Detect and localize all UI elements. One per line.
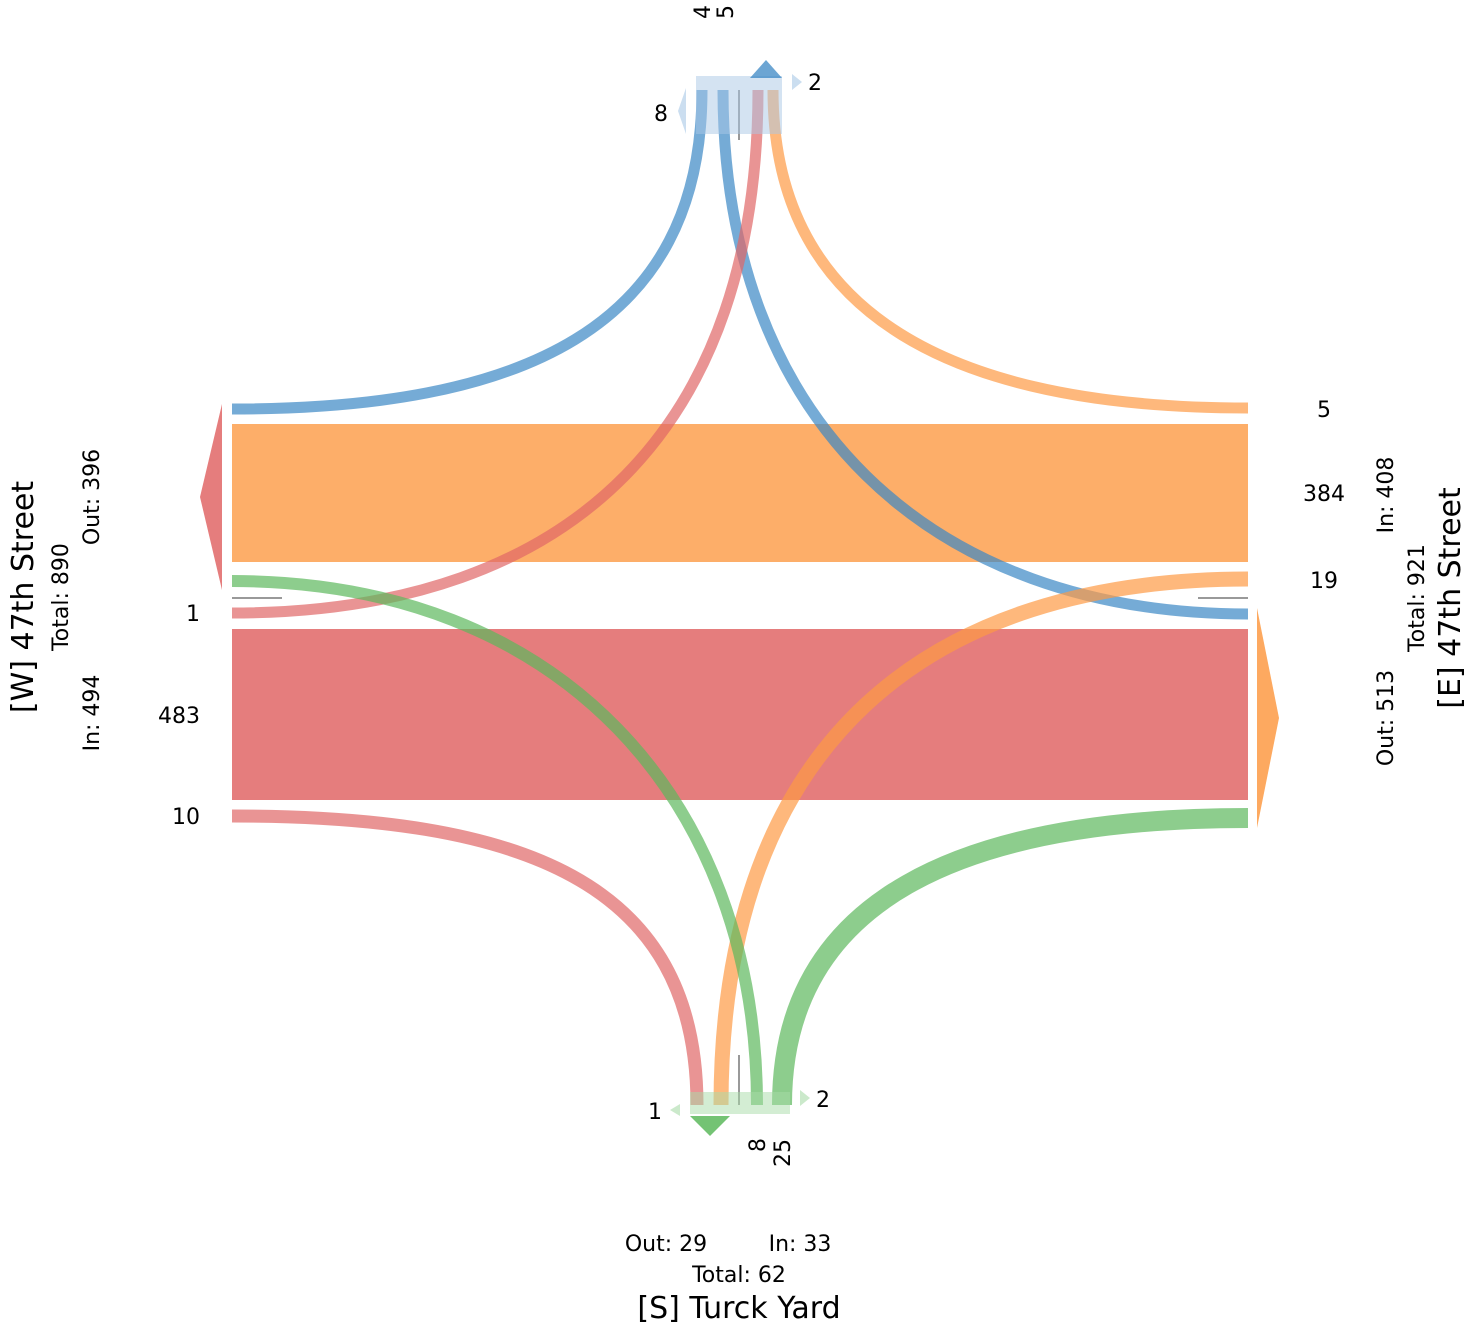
east-through-count: 384	[1303, 482, 1345, 507]
south-in: In: 33	[769, 1232, 832, 1257]
south-approach-band	[690, 1092, 790, 1114]
north-uturn-left-count: 8	[654, 102, 668, 127]
west-total: Total: 890	[49, 543, 74, 652]
east-through-band	[232, 424, 1248, 562]
flow-south-to-east	[772, 808, 1249, 1106]
flow-north-to-west	[231, 89, 708, 415]
flow-west-to-south	[231, 809, 704, 1106]
east-right-count: 19	[1310, 569, 1338, 594]
east-out: Out: 513	[1374, 670, 1399, 766]
south-leg-name: [S] Turck Yard	[637, 1291, 840, 1326]
south-out: Out: 29	[625, 1232, 707, 1257]
flow-east-to-south	[713, 571, 1249, 1106]
east-left-count: 5	[1317, 398, 1331, 423]
west-through-count: 483	[158, 704, 200, 729]
west-out: Out: 396	[80, 449, 105, 545]
west-left-count: 10	[172, 805, 200, 830]
east-total: Total: 921	[1405, 544, 1430, 653]
south-out-arrow	[690, 1116, 730, 1136]
north-approach-band	[696, 76, 782, 134]
west-through-band	[232, 629, 1248, 800]
south-uturn-right-count: 2	[816, 1088, 830, 1113]
south-total: Total: 62	[691, 1263, 786, 1288]
south-right-count: 25	[771, 1139, 796, 1167]
west-right-count: 1	[186, 602, 200, 627]
west-in: In: 494	[80, 675, 105, 752]
north-uturn-right-count: 2	[808, 71, 822, 96]
south-uturn-right-arrow	[800, 1090, 810, 1106]
flow-east-to-north	[767, 89, 1249, 414]
north-movement-b-count: 5	[714, 5, 739, 19]
south-uturn-left-arrow	[670, 1104, 680, 1116]
north-uturn-right-arrow	[792, 74, 802, 90]
north-out-arrow	[750, 60, 782, 78]
east-leg-name: [E] 47th Street	[1433, 487, 1468, 709]
turning-flows	[231, 89, 1249, 1106]
south-left-count: 8	[746, 1138, 771, 1152]
north-movement-a-count: 4	[691, 5, 716, 19]
east-out-arrow	[1257, 608, 1279, 828]
north-uturn-left-arrow	[678, 88, 686, 134]
flow-north-to-east	[717, 89, 1249, 620]
flow-south-to-west	[231, 575, 763, 1106]
east-in: In: 408	[1374, 457, 1399, 534]
west-out-arrow	[200, 404, 222, 590]
south-uturn-count: 1	[648, 1100, 662, 1125]
west-leg-name: [W] 47th Street	[6, 481, 41, 713]
